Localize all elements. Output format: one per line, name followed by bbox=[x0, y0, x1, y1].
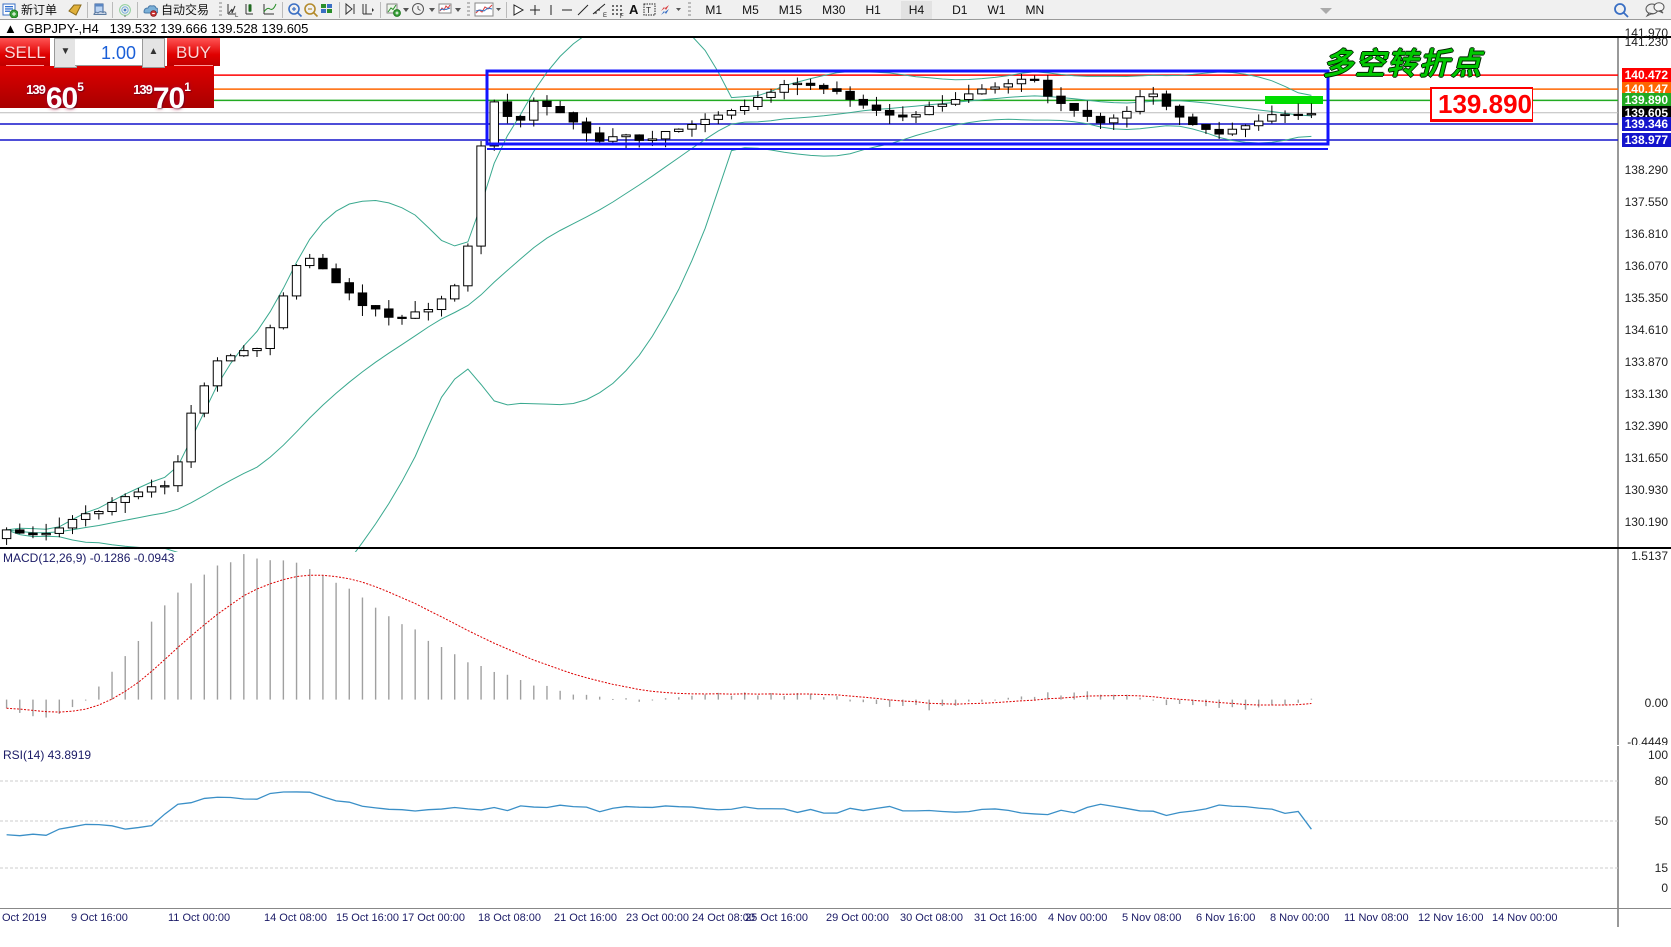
svg-text:T: T bbox=[646, 6, 651, 15]
svg-text:F: F bbox=[620, 14, 624, 18]
svg-text:L: L bbox=[235, 13, 239, 18]
svg-text:E: E bbox=[603, 13, 607, 18]
